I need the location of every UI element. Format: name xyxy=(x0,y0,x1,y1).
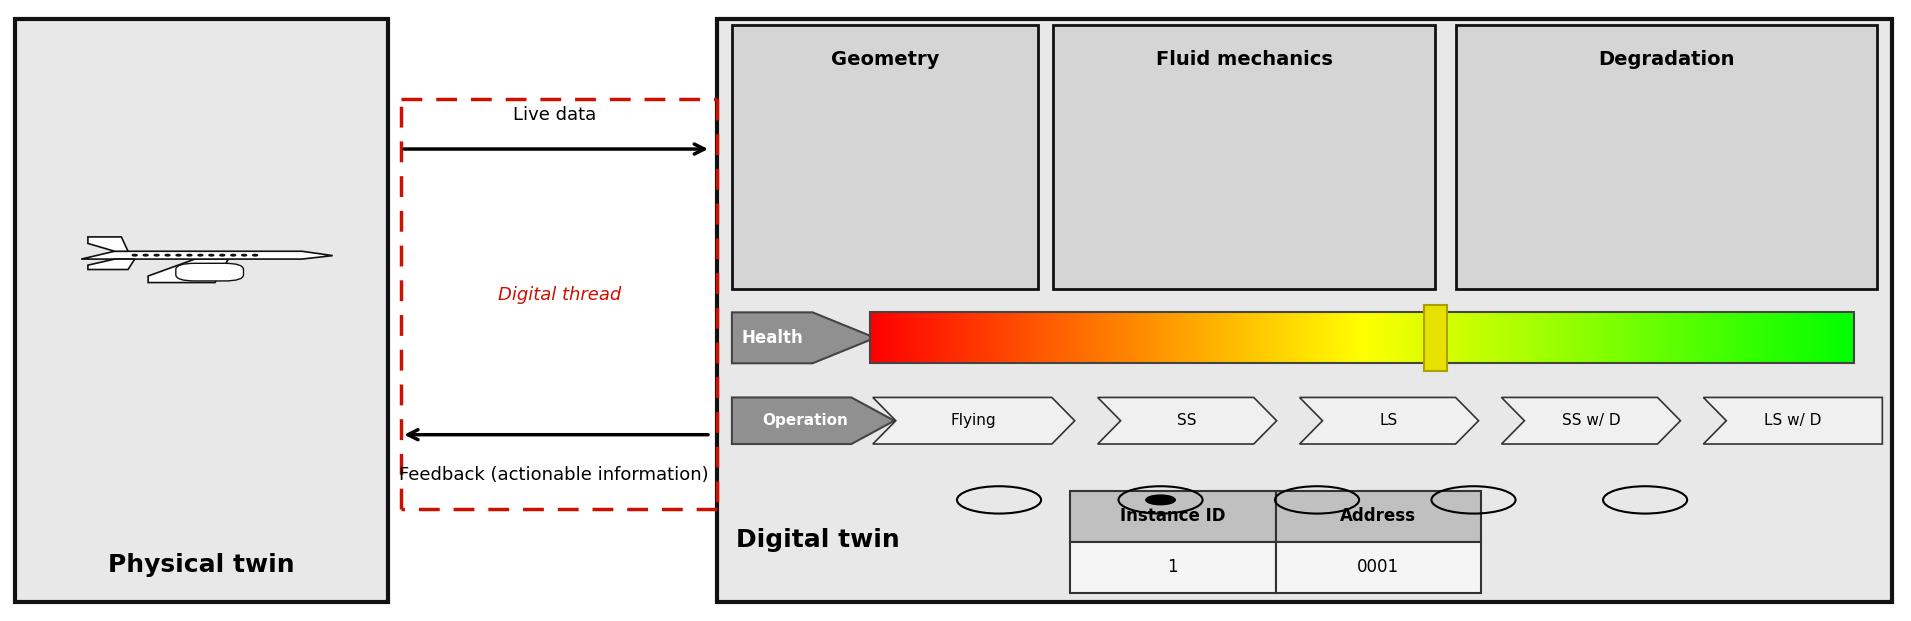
Polygon shape xyxy=(1097,397,1277,444)
Text: Degradation: Degradation xyxy=(1598,50,1735,69)
Circle shape xyxy=(155,255,159,256)
Circle shape xyxy=(1147,495,1175,505)
Circle shape xyxy=(252,255,258,256)
Circle shape xyxy=(187,255,191,256)
Text: LS: LS xyxy=(1380,413,1399,428)
Polygon shape xyxy=(88,259,134,270)
Text: 0001: 0001 xyxy=(1357,558,1399,576)
FancyBboxPatch shape xyxy=(732,25,1038,289)
FancyBboxPatch shape xyxy=(15,19,388,602)
Text: Live data: Live data xyxy=(512,106,596,124)
Polygon shape xyxy=(88,237,128,252)
Text: Instance ID: Instance ID xyxy=(1120,507,1225,525)
Text: SS w/ D: SS w/ D xyxy=(1561,413,1621,428)
Circle shape xyxy=(231,255,235,256)
FancyBboxPatch shape xyxy=(1424,305,1447,371)
Polygon shape xyxy=(80,252,333,259)
FancyBboxPatch shape xyxy=(176,263,243,281)
Polygon shape xyxy=(1703,397,1882,444)
FancyBboxPatch shape xyxy=(1053,25,1435,289)
FancyBboxPatch shape xyxy=(1277,491,1481,542)
Text: Health: Health xyxy=(741,329,803,347)
Text: Physical twin: Physical twin xyxy=(109,553,294,577)
Polygon shape xyxy=(1299,397,1479,444)
Polygon shape xyxy=(732,312,875,363)
Text: Flying: Flying xyxy=(952,413,998,428)
Text: Fluid mechanics: Fluid mechanics xyxy=(1156,50,1332,69)
Text: Address: Address xyxy=(1340,507,1416,525)
Circle shape xyxy=(199,255,203,256)
FancyBboxPatch shape xyxy=(1456,25,1877,289)
Circle shape xyxy=(220,255,225,256)
Text: Feedback (actionable information): Feedback (actionable information) xyxy=(399,466,709,484)
FancyBboxPatch shape xyxy=(717,19,1892,602)
Polygon shape xyxy=(873,397,1074,444)
Text: Digital thread: Digital thread xyxy=(499,286,621,304)
Circle shape xyxy=(132,255,138,256)
FancyBboxPatch shape xyxy=(1070,542,1277,593)
Text: LS w/ D: LS w/ D xyxy=(1764,413,1821,428)
Text: Geometry: Geometry xyxy=(831,50,938,69)
FancyBboxPatch shape xyxy=(1277,542,1481,593)
Circle shape xyxy=(164,255,170,256)
FancyBboxPatch shape xyxy=(1070,491,1277,542)
Text: Digital twin: Digital twin xyxy=(736,528,900,552)
Text: 1: 1 xyxy=(1168,558,1179,576)
Text: Operation: Operation xyxy=(762,413,848,428)
Polygon shape xyxy=(1502,397,1680,444)
Text: SS: SS xyxy=(1177,413,1196,428)
Polygon shape xyxy=(149,259,229,283)
Circle shape xyxy=(243,255,247,256)
Circle shape xyxy=(176,255,182,256)
Circle shape xyxy=(208,255,214,256)
Circle shape xyxy=(143,255,147,256)
Polygon shape xyxy=(732,397,894,444)
